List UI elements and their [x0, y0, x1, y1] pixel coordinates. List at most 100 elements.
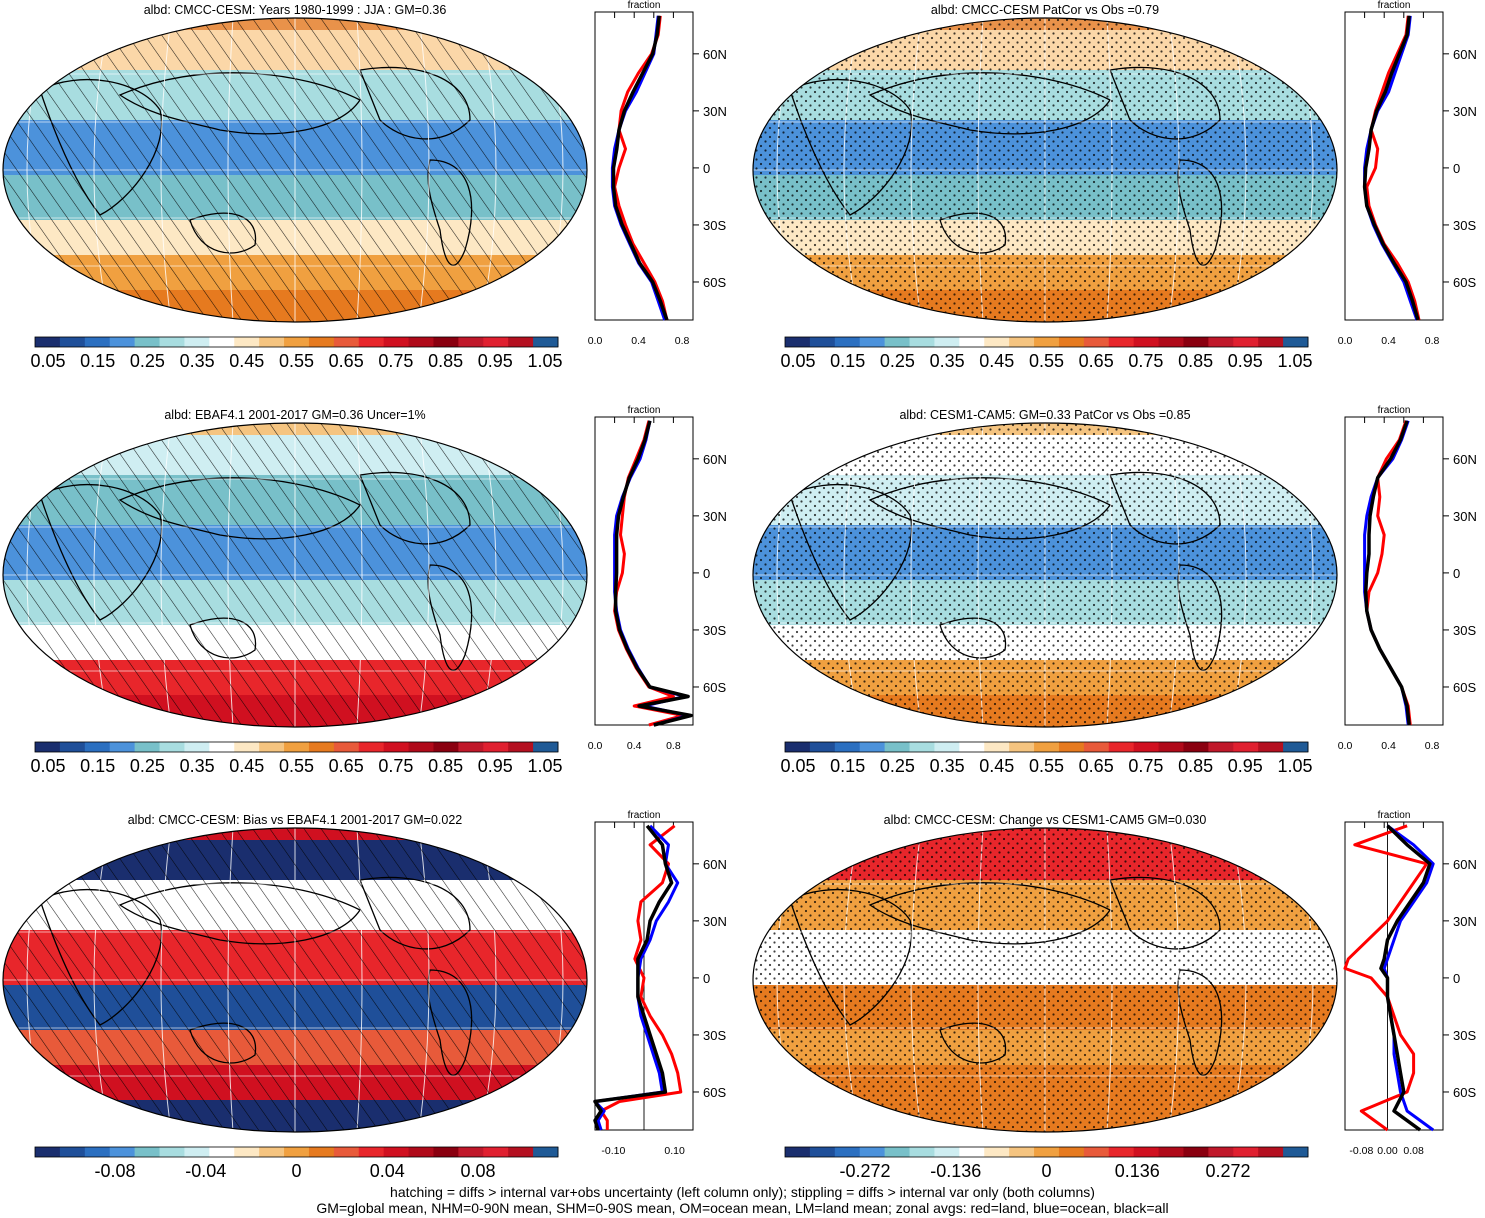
colorbar-tick-label: 0.25 — [880, 756, 915, 776]
zonal-x-tick-label: 0.10 — [664, 1145, 685, 1157]
zonal-lat-label: 30S — [703, 623, 726, 638]
panel-p3: albd: EBAF4.1 2001-2017 GM=0.36 Uncer=1%… — [2, 405, 727, 776]
zonal-frame — [594, 11, 694, 321]
colorbar-swatch — [1009, 742, 1035, 752]
colorbar-swatch — [1083, 742, 1110, 752]
colorbar-swatch — [1233, 337, 1259, 347]
zonal-series-line — [613, 420, 685, 727]
colorbar-tick-label: 0.35 — [180, 756, 215, 776]
zonal-lat-label: 30S — [1453, 218, 1476, 233]
zonal-lat-label: 0 — [703, 971, 710, 986]
hatch-overlay — [3, 18, 587, 322]
zonal-x-tick-label: -0.10 — [601, 1145, 625, 1157]
colorbar-tick-label: 0.35 — [930, 756, 965, 776]
zonal-x-tick-label: 0.8 — [666, 740, 681, 752]
colorbar-swatch — [884, 742, 911, 752]
zonal-lat-label: 0 — [1453, 161, 1460, 176]
zonal-lat-label: 0 — [1453, 971, 1460, 986]
colorbar-swatch — [358, 337, 385, 347]
zonal-series-line — [613, 15, 669, 321]
colorbar-swatch — [84, 1147, 111, 1157]
colorbar-tick-label: -0.08 — [94, 1161, 135, 1180]
colorbar-tick-label: 0.95 — [1228, 756, 1263, 776]
colorbar-swatch — [859, 742, 886, 752]
zonal-lat-label: 60N — [703, 452, 727, 467]
zonal-lat-label: 30N — [1453, 914, 1477, 929]
colorbar-swatch — [358, 1147, 385, 1157]
map-body — [3, 828, 587, 1132]
colorbar-frame — [784, 741, 1309, 753]
colorbar-tick-label: 0.55 — [1029, 756, 1064, 776]
colorbar-swatch — [785, 337, 811, 347]
colorbar-swatch — [1083, 1147, 1110, 1157]
zonal-x-tick-label: 0.0 — [588, 740, 603, 752]
colorbar-tick-label: 0.05 — [780, 756, 815, 776]
colorbar-tick-label: 0.45 — [979, 756, 1014, 776]
colorbar-swatch — [1183, 742, 1209, 752]
colorbar-swatch — [834, 742, 861, 752]
zonal-series-line — [1362, 15, 1420, 321]
colorbar-tick-label: 0.95 — [478, 351, 513, 371]
map-outline — [2, 422, 588, 728]
zonal-x-tick-label: 0.4 — [1381, 740, 1396, 752]
colorbar-swatch — [458, 337, 484, 347]
footer-caption-line2: GM=global mean, NHM=0-90N mean, SHM=0-90… — [316, 1200, 1169, 1216]
zonal-xlabel: fraction — [1378, 0, 1411, 11]
colorbar-tick-label: 1.05 — [1277, 351, 1312, 371]
colorbar-tick-label: 0.45 — [229, 351, 264, 371]
map-body — [753, 18, 1337, 322]
zonal-lat-label: 60S — [703, 1085, 726, 1100]
colorbar-swatch — [1083, 337, 1110, 347]
colorbar-swatch — [1258, 742, 1284, 752]
hatch-overlay — [3, 828, 587, 1132]
colorbar-swatch — [59, 742, 86, 752]
zonal-lat-label: 0 — [703, 161, 710, 176]
colorbar-swatch — [109, 1147, 136, 1157]
map-fills — [3, 828, 587, 1132]
zonal-series-line — [1379, 824, 1432, 1132]
map-outline — [2, 827, 588, 1133]
colorbar-frame — [34, 1146, 559, 1158]
colorbar-swatch — [184, 337, 210, 347]
colorbar-tick-label: 0.272 — [1205, 1161, 1250, 1180]
colorbar-swatch — [408, 1147, 434, 1157]
zonal-lat-label: 30S — [1453, 623, 1476, 638]
zonal-lat-label: 0 — [703, 566, 710, 581]
colorbar-tick-label: 0.05 — [30, 756, 65, 776]
colorbar-tick-label: 0.25 — [130, 351, 165, 371]
colorbar-tick-label: 0.85 — [1178, 756, 1213, 776]
colorbar-swatch — [1108, 337, 1135, 347]
colorbar-swatch — [1183, 337, 1209, 347]
colorbar-swatch — [1158, 742, 1184, 752]
colorbar-swatch — [934, 742, 960, 752]
colorbar-swatch — [159, 337, 185, 347]
zonal-x-tick-label: 0.08 — [1403, 1145, 1424, 1157]
colorbar-swatch — [433, 337, 459, 347]
map-fills — [753, 423, 1337, 727]
colorbar-swatch — [785, 742, 811, 752]
colorbar-swatch — [259, 742, 285, 752]
colorbar-swatch — [1258, 1147, 1284, 1157]
panel-p1: albd: CMCC-CESM: Years 1980-1999 : JJA :… — [2, 0, 727, 371]
colorbar-swatch — [1233, 742, 1259, 752]
colorbar-frame — [34, 741, 559, 753]
colorbar-swatch — [909, 742, 935, 752]
zonal-x-tick-label: 0.8 — [1425, 335, 1440, 347]
colorbar-swatch — [284, 742, 310, 752]
colorbar-swatch — [209, 742, 235, 752]
zonal-lat-label: 30S — [703, 218, 726, 233]
colorbar-swatch — [859, 337, 886, 347]
zonal-x-tick-label: 0.0 — [1338, 740, 1353, 752]
zonal-lat-label: 30N — [1453, 509, 1477, 524]
colorbar-swatch — [209, 337, 235, 347]
colorbar-swatch — [35, 1147, 61, 1157]
colorbar-swatch — [408, 337, 434, 347]
stipple-overlay — [753, 828, 1337, 1132]
colorbar-tick-label: 0.15 — [80, 756, 115, 776]
colorbar-swatch — [1158, 1147, 1184, 1157]
colorbar-tick-label: 1.05 — [1277, 756, 1312, 776]
colorbar-swatch — [533, 742, 559, 752]
colorbar-swatch — [433, 742, 459, 752]
zonal-lat-label: 60N — [1453, 47, 1477, 62]
colorbar-swatch — [1058, 1147, 1085, 1157]
